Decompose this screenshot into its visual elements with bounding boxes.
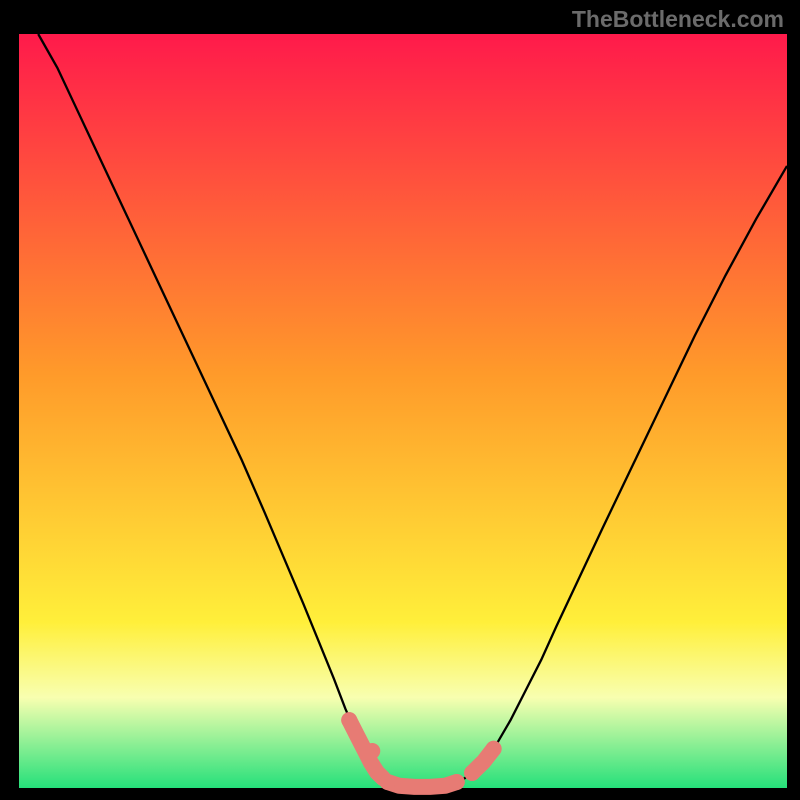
- curve-highlight-dots: [341, 712, 501, 790]
- highlight-dot: [341, 712, 357, 728]
- bottleneck-curve-line: [38, 34, 787, 787]
- highlight-segment: [388, 782, 457, 787]
- highlight-dot: [364, 743, 380, 759]
- chart-svg-overlay: [0, 0, 800, 800]
- highlight-dot: [380, 774, 396, 790]
- highlight-dot: [464, 765, 480, 781]
- highlight-dot: [449, 774, 465, 790]
- highlight-dot: [486, 741, 502, 757]
- bottleneck-curve-chart: TheBottleneck.com: [0, 0, 800, 800]
